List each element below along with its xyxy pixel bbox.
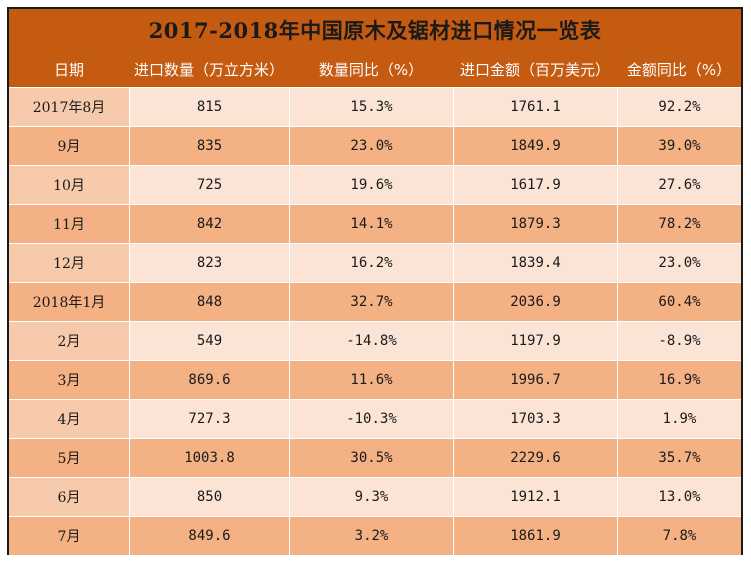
cell-date: 10月 — [9, 166, 129, 204]
header-date: 日期 — [53, 60, 84, 79]
cell-volume-yoy: 30.5% — [289, 439, 453, 477]
cell-import-value: 1617.9 — [453, 166, 617, 204]
cell-import-volume: 815 — [129, 88, 289, 126]
table-body: 2017年8月 815 15.3% 1761.1 92.2% 9月 835 23.0% 1849… — [9, 87, 741, 555]
cell-date: 12月 — [9, 244, 129, 282]
cell-date: 11月 — [53, 217, 85, 233]
table-row: 10月 725 19.6% 1617.9 27.6% — [9, 165, 741, 204]
cell-value-yoy: 1.9% — [617, 400, 741, 438]
cell-value-yoy: 23.0% — [617, 244, 741, 282]
cell-import-value: 1912.1 — [453, 478, 617, 516]
header-value-yoy: 金额同比（%） — [626, 60, 732, 79]
table-row: 12月 823 16.2% 1839.4 23.0% — [9, 243, 741, 282]
cell-date: 2月 — [9, 322, 129, 360]
cell-value-yoy: 27.6% — [617, 166, 741, 204]
cell-volume-yoy: 15.3% — [289, 88, 453, 126]
cell-import-volume: 842 — [129, 205, 289, 243]
cell-volume-yoy: 9.3% — [289, 478, 453, 516]
cell-volume-yoy: 11.6% — [289, 361, 453, 399]
cell-volume-yoy: 14.1% — [289, 205, 453, 243]
cell-import-value: 2229.6 — [453, 439, 617, 477]
cell-import-volume: 727.3 — [129, 400, 289, 438]
table-row: 2月 549 -14.8% 1197.9 -8.9% — [9, 321, 741, 360]
cell-date: 5月 — [57, 451, 81, 467]
cell-import-value: 2036.9 — [453, 283, 617, 321]
cell-date: 4月 — [9, 400, 129, 438]
cell-import-volume: 549 — [129, 322, 289, 360]
cell-value-yoy: 78.2% — [617, 205, 741, 243]
table-row: 2017年8月 815 15.3% 1761.1 92.2% — [9, 87, 741, 126]
cell-import-value: 1839.4 — [453, 244, 617, 282]
cell-import-value: 1849.9 — [453, 127, 617, 165]
cell-import-volume: 850 — [129, 478, 289, 516]
table-row: 3月 869.6 11.6% 1996.7 16.9% — [9, 360, 741, 399]
cell-import-value: 1861.9 — [453, 517, 617, 555]
cell-import-value: 1703.3 — [453, 400, 617, 438]
cell-import-value: 1996.7 — [453, 361, 617, 399]
cell-import-value: 1761.1 — [453, 88, 617, 126]
table-row: 11月 842 14.1% 1879.3 78.2% — [9, 204, 741, 243]
cell-date: 3月 — [57, 373, 81, 389]
cell-volume-yoy: -10.3% — [289, 400, 453, 438]
table-row: 6月 850 9.3% 1912.1 13.0% — [9, 477, 741, 516]
cell-value-yoy: 7.8% — [617, 517, 741, 555]
cell-date: 9月 — [57, 139, 81, 155]
header-import-value: 进口金额（百万美元） — [459, 60, 610, 79]
cell-import-volume: 725 — [129, 166, 289, 204]
table-row: 4月 727.3 -10.3% 1703.3 1.9% — [9, 399, 741, 438]
cell-import-volume: 849.6 — [129, 517, 289, 555]
cell-volume-yoy: 23.0% — [289, 127, 453, 165]
table-row: 5月 1003.8 30.5% 2229.6 35.7% — [9, 438, 741, 477]
cell-import-volume: 869.6 — [129, 361, 289, 399]
cell-value-yoy: 39.0% — [617, 127, 741, 165]
cell-value-yoy: 92.2% — [617, 88, 741, 126]
table-row: 9月 835 23.0% 1849.9 39.0% — [9, 126, 741, 165]
cell-date: 6月 — [9, 478, 129, 516]
cell-volume-yoy: 32.7% — [289, 283, 453, 321]
cell-volume-yoy: -14.8% — [289, 322, 453, 360]
cell-date: 2017年8月 — [9, 88, 129, 126]
cell-volume-yoy: 3.2% — [289, 517, 453, 555]
table-row: 2018年1月 848 32.7% 2036.9 60.4% — [9, 282, 741, 321]
cell-import-value: 1197.9 — [453, 322, 617, 360]
cell-volume-yoy: 19.6% — [289, 166, 453, 204]
cell-volume-yoy: 16.2% — [289, 244, 453, 282]
cell-import-volume: 823 — [129, 244, 289, 282]
cell-date: 7月 — [57, 529, 81, 545]
cell-import-volume: 835 — [129, 127, 289, 165]
header-import-volume: 进口数量（万立方米） — [133, 60, 284, 79]
cell-value-yoy: -8.9% — [617, 322, 741, 360]
cell-import-volume: 848 — [129, 283, 289, 321]
cell-value-yoy: 35.7% — [617, 439, 741, 477]
table-title: 2017-2018年中国原木及锯材进口情况一览表 — [9, 9, 741, 51]
table-row: 7月 849.6 3.2% 1861.9 7.8% — [9, 516, 741, 555]
cell-date: 2018年1月 — [32, 295, 106, 311]
table-header-row: 日期 进口数量（万立方米） 数量同比（%） 进口金额（百万美元） 金额同比（%） — [9, 51, 741, 87]
cell-import-value: 1879.3 — [453, 205, 617, 243]
cell-value-yoy: 60.4% — [617, 283, 741, 321]
cell-value-yoy: 16.9% — [617, 361, 741, 399]
cell-import-volume: 1003.8 — [129, 439, 289, 477]
header-volume-yoy: 数量同比（%） — [318, 60, 424, 79]
cell-value-yoy: 13.0% — [617, 478, 741, 516]
